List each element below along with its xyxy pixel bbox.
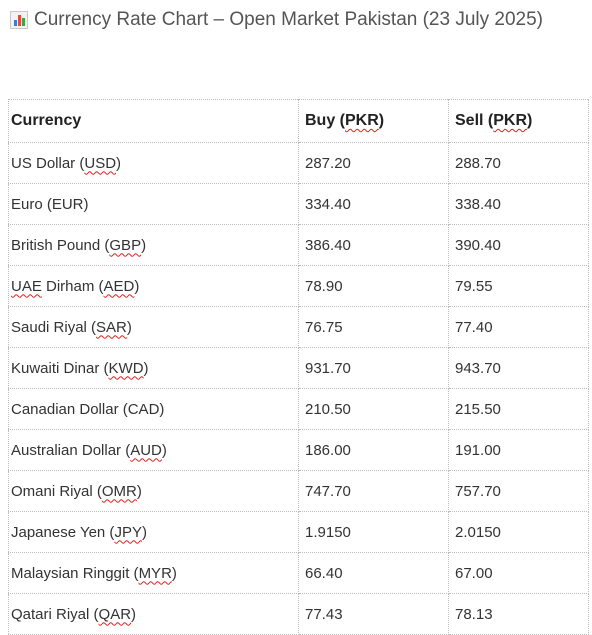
currency-name-cell: Euro (EUR) [8, 183, 299, 225]
header-currency: Currency [8, 99, 299, 143]
table-row: Australian Dollar (AUD) 186.00 191.00 [8, 429, 589, 471]
table-row: Omani Riyal (OMR) 747.70 757.70 [8, 470, 589, 512]
table-row: Japanese Yen (JPY) 1.9150 2.0150 [8, 511, 589, 553]
sell-rate-cell: 215.50 [448, 388, 589, 430]
page: Currency Rate Chart – Open Market Pakist… [8, 7, 589, 635]
bar-chart-icon [10, 11, 28, 29]
currency-name-cell: Malaysian Ringgit (MYR) [8, 552, 299, 594]
buy-rate-cell: 186.00 [298, 429, 449, 471]
table-row: Saudi Riyal (SAR) 76.75 77.40 [8, 306, 589, 348]
table-row: US Dollar (USD) 287.20 288.70 [8, 142, 589, 184]
buy-rate-cell: 386.40 [298, 224, 449, 266]
table-row: Qatari Riyal (QAR) 77.43 78.13 [8, 593, 589, 635]
sell-rate-cell: 338.40 [448, 183, 589, 225]
currency-rate-table: Currency Buy (PKR) Sell (PKR) US Dollar … [8, 99, 589, 635]
currency-name-cell: British Pound (GBP) [8, 224, 299, 266]
page-title: Currency Rate Chart – Open Market Pakist… [10, 7, 543, 33]
table-row: Canadian Dollar (CAD) 210.50 215.50 [8, 388, 589, 430]
buy-rate-cell: 77.43 [298, 593, 449, 635]
sell-rate-cell: 191.00 [448, 429, 589, 471]
buy-rate-cell: 78.90 [298, 265, 449, 307]
table-row: UAE Dirham (AED) 78.90 79.55 [8, 265, 589, 307]
table-header-row: Currency Buy (PKR) Sell (PKR) [8, 99, 589, 143]
buy-rate-cell: 210.50 [298, 388, 449, 430]
currency-name-cell: Kuwaiti Dinar (KWD) [8, 347, 299, 389]
currency-name-cell: Omani Riyal (OMR) [8, 470, 299, 512]
buy-rate-cell: 287.20 [298, 142, 449, 184]
sell-rate-cell: 390.40 [448, 224, 589, 266]
header-sell: Sell (PKR) [448, 99, 589, 143]
sell-rate-cell: 78.13 [448, 593, 589, 635]
buy-rate-cell: 747.70 [298, 470, 449, 512]
sell-rate-cell: 67.00 [448, 552, 589, 594]
buy-rate-cell: 931.70 [298, 347, 449, 389]
header-buy: Buy (PKR) [298, 99, 449, 143]
sell-rate-cell: 2.0150 [448, 511, 589, 553]
buy-rate-cell: 1.9150 [298, 511, 449, 553]
currency-name-cell: UAE Dirham (AED) [8, 265, 299, 307]
currency-name-cell: Qatari Riyal (QAR) [8, 593, 299, 635]
buy-rate-cell: 334.40 [298, 183, 449, 225]
currency-name-cell: Canadian Dollar (CAD) [8, 388, 299, 430]
buy-rate-cell: 66.40 [298, 552, 449, 594]
sell-rate-cell: 288.70 [448, 142, 589, 184]
sell-rate-cell: 77.40 [448, 306, 589, 348]
currency-name-cell: US Dollar (USD) [8, 142, 299, 184]
currency-name-cell: Japanese Yen (JPY) [8, 511, 299, 553]
table-row: British Pound (GBP) 386.40 390.40 [8, 224, 589, 266]
currency-name-cell: Saudi Riyal (SAR) [8, 306, 299, 348]
sell-rate-cell: 79.55 [448, 265, 589, 307]
table-row: Malaysian Ringgit (MYR) 66.40 67.00 [8, 552, 589, 594]
sell-rate-cell: 943.70 [448, 347, 589, 389]
table-row: Euro (EUR) 334.40 338.40 [8, 183, 589, 225]
table-row: Kuwaiti Dinar (KWD) 931.70 943.70 [8, 347, 589, 389]
buy-rate-cell: 76.75 [298, 306, 449, 348]
currency-name-cell: Australian Dollar (AUD) [8, 429, 299, 471]
page-title-text: Currency Rate Chart – Open Market Pakist… [34, 9, 544, 30]
sell-rate-cell: 757.70 [448, 470, 589, 512]
